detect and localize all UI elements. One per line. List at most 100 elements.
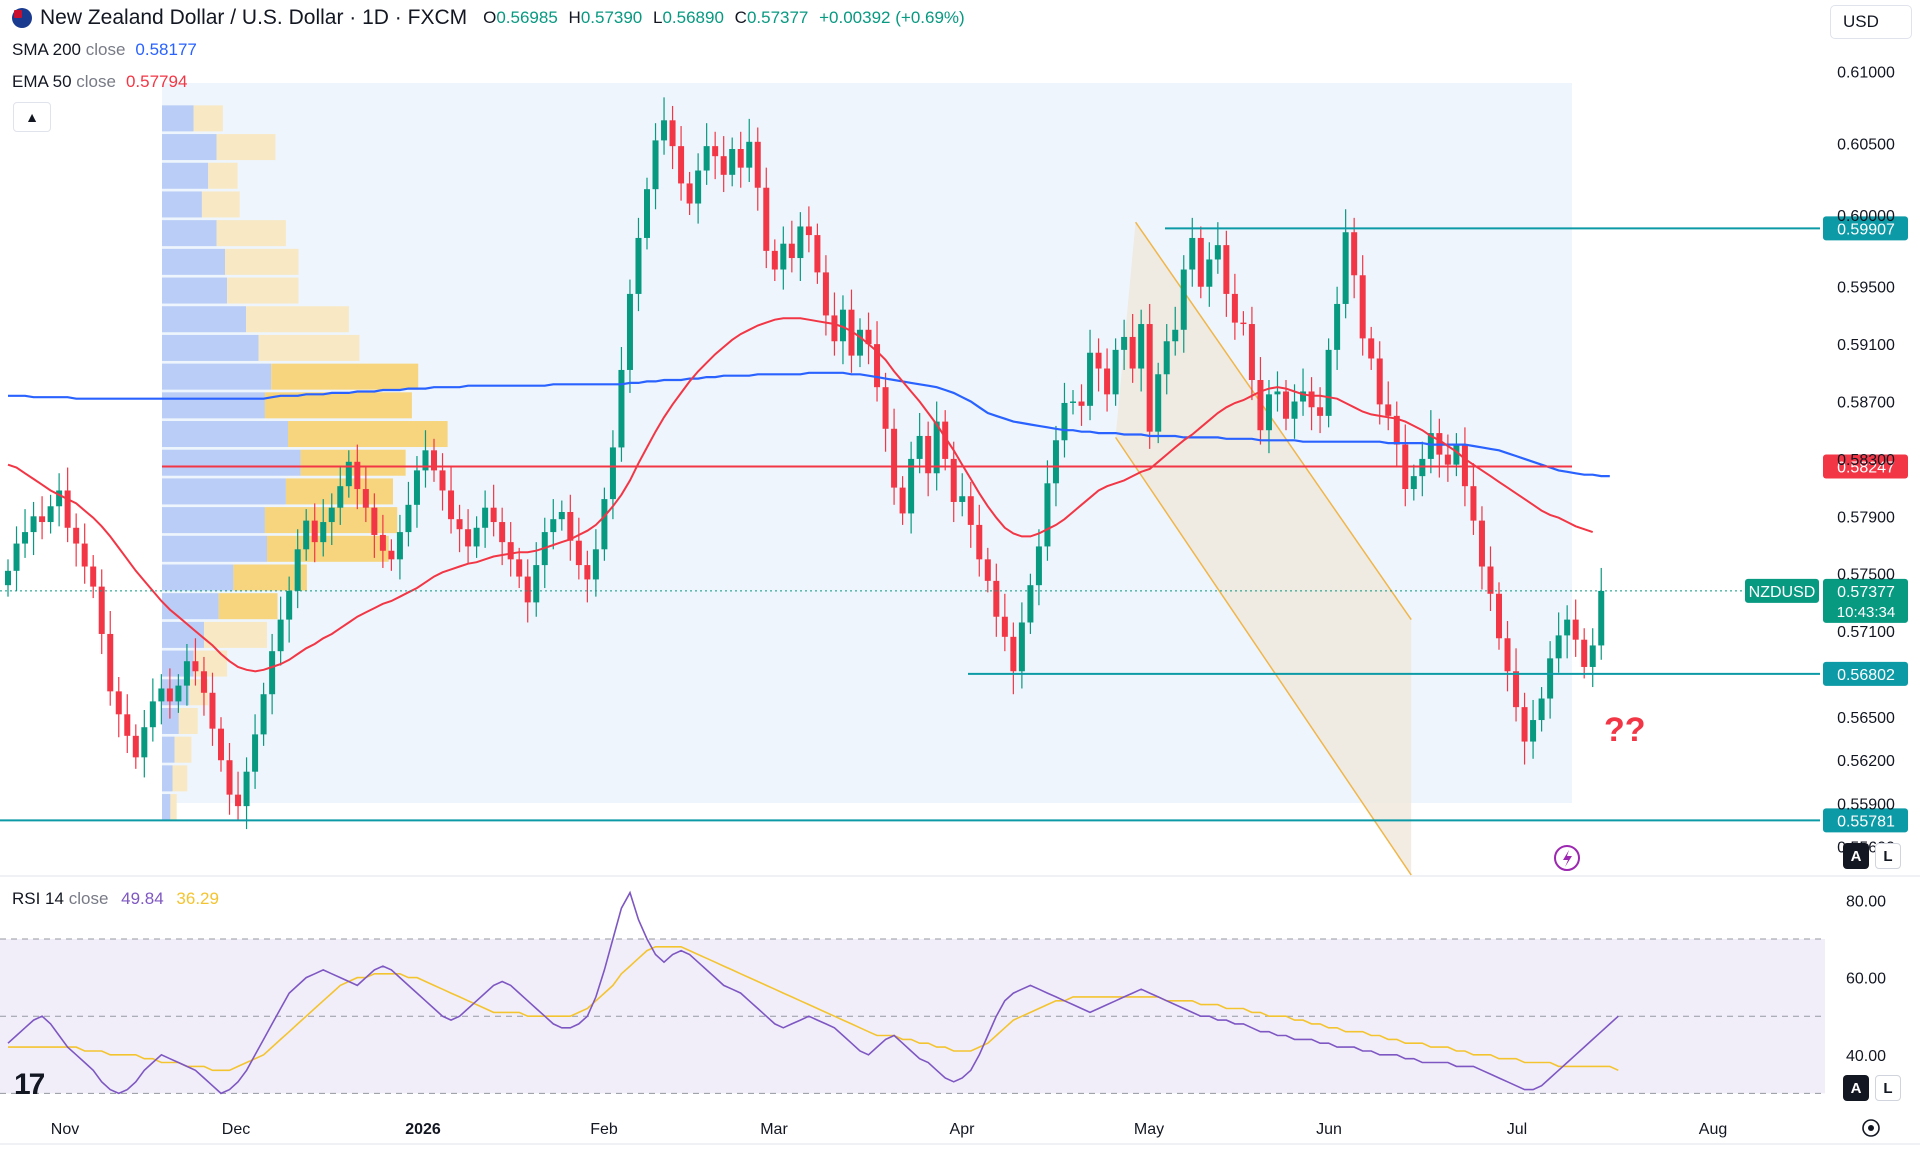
candle-body (371, 507, 378, 535)
chevron-up-icon: ▲ (25, 109, 39, 125)
symbol-tag-label: NZDUSD (1749, 584, 1816, 601)
candle (805, 206, 812, 253)
collapse-legend-button[interactable]: ▲ (13, 102, 51, 132)
candle-body (90, 566, 97, 587)
candle-body (1487, 566, 1494, 594)
candle-body (584, 565, 591, 580)
candle-body (422, 450, 429, 471)
candle-body (1410, 476, 1417, 490)
currency-selector[interactable]: USD (1830, 5, 1912, 39)
settings-gear-icon-center (1868, 1125, 1874, 1131)
candle-body (1061, 402, 1068, 441)
candle (1138, 309, 1145, 392)
candle-body (1478, 520, 1485, 567)
candle (839, 295, 846, 365)
time-tick-label: Jul (1507, 1121, 1527, 1138)
vp-buy-bar (162, 277, 228, 304)
rsi-log-scale-button[interactable]: L (1875, 1075, 1901, 1101)
price-tick-label: 0.56500 (1837, 710, 1895, 727)
vp-buy-bar (162, 306, 246, 333)
log-scale-button[interactable]: L (1875, 843, 1901, 869)
candle-body (916, 435, 923, 459)
candle-body (857, 329, 863, 356)
candle-body (1070, 401, 1076, 403)
candle (609, 430, 616, 520)
candle-body (345, 461, 352, 487)
candle-body (1359, 275, 1366, 339)
candle (1393, 401, 1400, 468)
candle-body (1172, 329, 1179, 342)
vp-buy-bar (162, 621, 204, 648)
level-tag (1823, 808, 1908, 833)
candle-body (533, 565, 540, 603)
candle-body (712, 146, 719, 157)
candle-body (754, 141, 761, 188)
candle-body (405, 504, 412, 533)
candle-body (1087, 352, 1094, 406)
question-annotation: ?? (1604, 711, 1646, 749)
vp-sell-bar (246, 306, 349, 333)
candle-body (47, 506, 54, 523)
candle (746, 118, 753, 182)
candle-body (575, 540, 582, 566)
candle-body (320, 522, 327, 543)
candle-body (192, 661, 199, 672)
candle-body (695, 170, 702, 204)
candle (1572, 599, 1579, 657)
candle (1095, 338, 1102, 392)
candle (1027, 573, 1034, 634)
candle (1155, 362, 1162, 444)
candle (73, 513, 80, 567)
candle (200, 656, 207, 716)
candle (209, 672, 216, 746)
candle (1146, 303, 1153, 449)
candle (47, 494, 54, 534)
candle-body (1496, 593, 1502, 639)
candle-body (1206, 259, 1213, 287)
price-tick-label: 0.55900 (1837, 796, 1895, 813)
candle-body (899, 487, 906, 514)
candle-body (141, 727, 148, 758)
candle (192, 638, 199, 686)
candle (286, 576, 293, 643)
candle-body (490, 507, 497, 523)
candle-body (1283, 391, 1289, 419)
auto-scale-button[interactable]: A (1843, 843, 1869, 869)
candle (567, 494, 574, 561)
time-tick-label: Mar (760, 1121, 788, 1138)
candle-body (13, 543, 20, 571)
candle-body (1419, 458, 1426, 477)
candle-body (473, 527, 480, 547)
rsi-auto-scale-button[interactable]: A (1843, 1075, 1869, 1101)
time-tick-label: Aug (1699, 1121, 1727, 1138)
candle-body (993, 580, 1000, 617)
candle-body (354, 461, 361, 490)
candle (107, 611, 114, 706)
time-tick-label: May (1134, 1121, 1164, 1138)
candle (865, 312, 872, 365)
vp-sell-bar (208, 162, 238, 189)
time-tick-label: Nov (51, 1121, 79, 1138)
tradingview-logo-icon[interactable]: 17 (14, 1068, 45, 1101)
candle (320, 499, 327, 557)
candle (558, 500, 565, 531)
candle (635, 217, 642, 312)
candle (1351, 217, 1358, 299)
candle (303, 509, 310, 561)
price-tick-label: 0.58300 (1837, 452, 1895, 469)
time-tick-label: Feb (590, 1121, 618, 1138)
rsi-legend[interactable]: RSI 14 close 49.84 36.29 (12, 889, 219, 908)
candle (993, 563, 1000, 637)
candle (490, 484, 497, 537)
candle-body (30, 516, 37, 533)
candle (1070, 390, 1076, 415)
candle-body (1444, 454, 1451, 465)
candle (1231, 273, 1238, 340)
candle (379, 514, 386, 568)
vp-buy-bar (162, 564, 234, 591)
candle-body (1300, 391, 1307, 402)
candle-body (132, 735, 139, 758)
candle (1478, 506, 1485, 590)
candle (874, 321, 881, 402)
